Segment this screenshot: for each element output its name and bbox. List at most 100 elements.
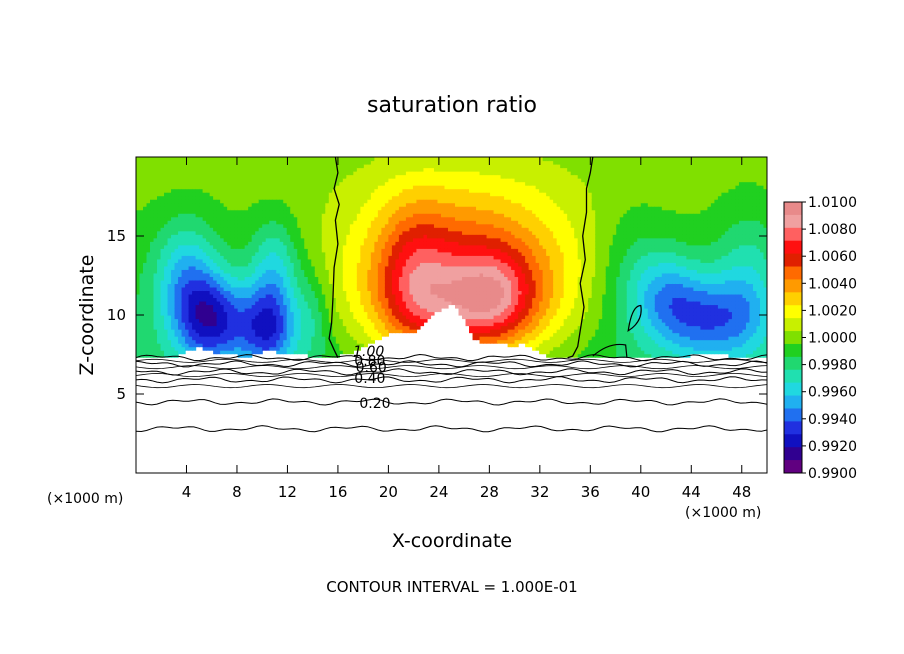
- field-cell: [444, 286, 449, 292]
- field-cell: [237, 297, 242, 302]
- field-cell: [311, 286, 316, 292]
- field-cell: [195, 343, 200, 348]
- field-cell: [342, 192, 347, 197]
- field-cell: [430, 244, 435, 249]
- field-cell: [251, 290, 256, 295]
- field-cell: [272, 318, 277, 323]
- field-cell: [150, 213, 155, 218]
- field-cell: [353, 216, 358, 221]
- field-cell: [181, 300, 186, 306]
- field-cell: [216, 269, 221, 274]
- field-cell: [136, 199, 141, 204]
- field-cell: [234, 276, 239, 281]
- field-cell: [398, 248, 404, 253]
- field-cell: [269, 255, 274, 260]
- field-cell: [353, 237, 358, 242]
- field-cell: [349, 279, 354, 284]
- field-cell: [272, 286, 277, 292]
- field-cell: [220, 220, 225, 225]
- field-cell: [433, 293, 439, 299]
- field-cell: [328, 304, 333, 309]
- field-cell: [455, 213, 460, 218]
- field-cell: [311, 265, 316, 270]
- field-cell: [178, 346, 183, 351]
- field-cell: [360, 297, 365, 302]
- field-cell: [202, 336, 207, 341]
- field-cell: [223, 241, 228, 246]
- field-cell: [237, 185, 242, 190]
- field-cell: [220, 258, 225, 263]
- field-cell: [405, 195, 411, 200]
- field-cell: [311, 248, 316, 253]
- field-cell: [332, 241, 337, 246]
- field-cell: [276, 325, 281, 330]
- field-cell: [384, 318, 389, 323]
- field-cell: [307, 286, 312, 292]
- field-cell: [146, 206, 151, 211]
- field-cell: [412, 318, 418, 323]
- field-cell: [276, 241, 281, 246]
- field-cell: [237, 157, 242, 162]
- field-cell: [311, 227, 316, 232]
- field-cell: [251, 223, 256, 228]
- field-cell: [437, 220, 442, 225]
- field-cell: [395, 262, 400, 267]
- field-cell: [311, 350, 316, 355]
- field-cell: [206, 343, 211, 348]
- field-cell: [237, 290, 242, 295]
- field-cell: [332, 202, 337, 207]
- field-cell: [290, 322, 295, 327]
- field-cell: [412, 279, 418, 284]
- field-cell: [416, 230, 421, 235]
- field-cell: [265, 311, 270, 316]
- field-cell: [143, 237, 148, 242]
- field-cell: [185, 283, 190, 288]
- field-cell: [356, 185, 361, 190]
- field-cell: [237, 206, 242, 211]
- field-cell: [178, 272, 183, 277]
- field-cell: [300, 339, 305, 344]
- field-cell: [321, 171, 326, 176]
- field-cell: [332, 171, 337, 176]
- field-cell: [199, 248, 204, 253]
- field-cell: [416, 202, 421, 207]
- field-cell: [444, 248, 449, 253]
- field-cell: [202, 248, 207, 253]
- field-cell: [339, 248, 344, 253]
- field-cell: [384, 199, 389, 204]
- field-cell: [423, 230, 428, 235]
- field-cell: [178, 290, 183, 295]
- field-cell: [255, 286, 260, 292]
- field-cell: [230, 248, 235, 253]
- field-cell: [433, 192, 439, 197]
- field-cell: [314, 237, 319, 242]
- field-cell: [458, 304, 463, 309]
- field-cell: [388, 318, 393, 323]
- field-cell: [143, 322, 148, 327]
- field-cell: [181, 185, 186, 190]
- field-cell: [227, 202, 232, 207]
- field-cell: [384, 164, 389, 169]
- field-cell: [160, 258, 165, 263]
- field-cell: [367, 311, 372, 316]
- field-cell: [367, 206, 372, 211]
- field-cell: [304, 343, 309, 348]
- field-cell: [178, 283, 183, 288]
- field-cell: [384, 237, 389, 242]
- field-cell: [146, 279, 151, 284]
- field-cell: [265, 258, 270, 263]
- field-cell: [251, 192, 256, 197]
- field-cell: [395, 290, 400, 295]
- field-cell: [136, 171, 141, 176]
- field-cell: [353, 318, 358, 323]
- field-cell: [276, 167, 281, 172]
- field-cell: [230, 293, 235, 299]
- field-cell: [251, 343, 256, 348]
- field-cell: [272, 185, 277, 190]
- field-cell: [265, 262, 270, 267]
- field-cell: [353, 286, 358, 292]
- field-cell: [339, 213, 344, 218]
- field-cell: [258, 343, 263, 348]
- field-cell: [157, 272, 162, 277]
- field-cell: [395, 251, 400, 256]
